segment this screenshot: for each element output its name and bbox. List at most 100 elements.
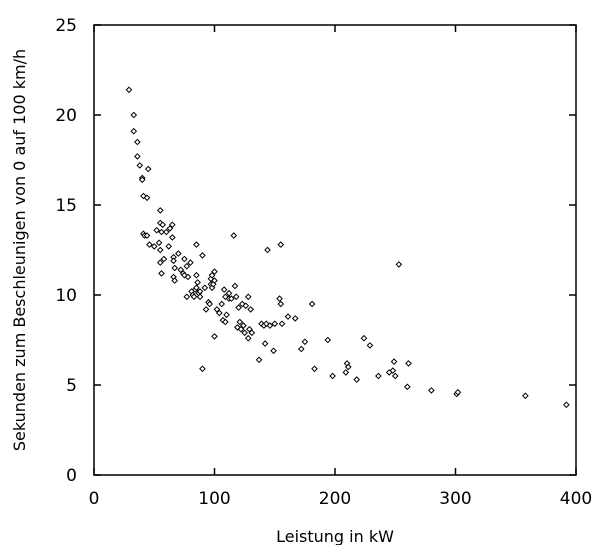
data-point (222, 293, 229, 301)
data-point (375, 372, 382, 380)
data-point (389, 367, 397, 374)
y-tick-label: 0 (66, 466, 77, 486)
data-point (196, 293, 204, 301)
data-point (193, 241, 200, 248)
data-point (234, 324, 241, 331)
data-point (153, 226, 160, 234)
data-point (169, 234, 176, 241)
y-tick-label: 15 (55, 196, 77, 216)
data-point (134, 153, 141, 160)
data-point (211, 277, 218, 284)
data-point (353, 376, 360, 383)
data-point (130, 127, 138, 135)
data-point (138, 176, 146, 184)
data-point (206, 300, 213, 308)
data-point (311, 365, 318, 373)
data-point (291, 315, 299, 322)
data-point (156, 207, 164, 214)
data-point (199, 252, 206, 259)
data-point (270, 347, 277, 355)
axis-ticks (93, 24, 577, 476)
data-point (324, 336, 332, 344)
data-point (231, 282, 239, 290)
data-point (360, 334, 368, 342)
data-point (248, 329, 256, 337)
x-axis-title: Leistung in kW (276, 527, 394, 545)
data-point (395, 261, 403, 268)
y-axis-title: Sekunden zum Beschleunigen von 0 auf 100… (10, 49, 29, 451)
data-point (454, 388, 462, 396)
data-point (193, 284, 200, 292)
x-tick-label: 400 (560, 489, 592, 509)
data-point (211, 268, 218, 275)
data-point (170, 257, 177, 265)
data-point (220, 286, 228, 293)
data-point (266, 322, 274, 329)
y-tick-label: 20 (55, 106, 77, 126)
data-point (225, 289, 233, 297)
data-point (244, 293, 252, 301)
data-point (232, 293, 240, 301)
data-point (125, 86, 133, 94)
x-tick-label: 200 (319, 489, 351, 509)
data-point (344, 363, 352, 371)
data-point (241, 329, 248, 337)
axis-tick-labels: 0 100 200 300 400 0 5 10 15 20 25 (55, 16, 592, 509)
data-point (366, 342, 374, 349)
data-point (342, 369, 350, 376)
data-point (242, 302, 250, 310)
data-point (405, 360, 412, 367)
data-point (162, 228, 170, 236)
data-point (428, 387, 435, 394)
y-tick-label: 25 (55, 16, 77, 36)
data-point (230, 232, 238, 239)
data-point (208, 271, 216, 279)
data-point (240, 322, 247, 329)
data-point (246, 325, 253, 333)
data-point (261, 340, 269, 347)
data-point (155, 239, 163, 247)
data-point (390, 358, 398, 365)
data-point (171, 264, 179, 272)
data-point (156, 246, 164, 254)
data-point (165, 243, 173, 250)
data-point (150, 243, 158, 250)
data-point (158, 228, 165, 236)
data-point (146, 241, 153, 248)
data-point (171, 277, 179, 284)
data-point (211, 333, 218, 340)
data-point (143, 194, 151, 202)
data-point (159, 221, 166, 229)
data-point (143, 232, 151, 239)
data-point (271, 320, 279, 328)
data-point (175, 250, 182, 257)
data-point (277, 300, 285, 308)
data-point (190, 293, 198, 301)
data-point (194, 279, 201, 286)
data-point (218, 300, 226, 308)
data-point (264, 246, 271, 254)
data-point (136, 162, 144, 169)
data-point (166, 225, 174, 232)
data-point (228, 295, 235, 302)
data-point (276, 295, 283, 302)
data-point (308, 300, 316, 308)
y-tick-label: 5 (66, 376, 77, 396)
data-point (284, 313, 292, 320)
data-point (236, 318, 244, 326)
data-point (216, 309, 223, 317)
data-point (301, 338, 309, 346)
data-point (278, 320, 286, 328)
data-point (244, 334, 252, 342)
data-point (297, 345, 305, 353)
data-point (199, 365, 206, 373)
data-point (403, 383, 411, 391)
data-point (213, 306, 221, 313)
data-point (277, 241, 285, 248)
data-point (156, 259, 164, 266)
data-point (169, 221, 176, 229)
data-point (255, 356, 263, 364)
data-point (329, 372, 336, 380)
data-point (201, 284, 209, 292)
data-point (160, 255, 168, 263)
